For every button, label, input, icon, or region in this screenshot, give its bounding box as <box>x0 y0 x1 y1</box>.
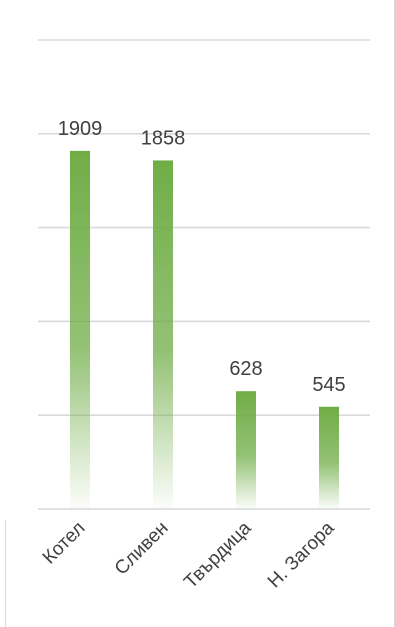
category-label: Н. Загора <box>264 517 339 592</box>
category-labels: Котел Сливен Твърдица Н. Загора <box>39 517 339 593</box>
bar <box>153 160 173 509</box>
bar <box>319 406 339 509</box>
data-label: 1909 <box>58 118 103 140</box>
category-label: Сливен <box>111 518 173 580</box>
data-label: 628 <box>229 358 262 380</box>
data-label: 1858 <box>141 127 186 149</box>
bar <box>236 391 256 509</box>
data-labels: 1909 1858 628 545 <box>58 118 346 396</box>
bars <box>70 150 339 510</box>
frame-left-edge <box>5 520 6 627</box>
data-label: 545 <box>312 374 345 396</box>
gridlines <box>38 39 370 510</box>
category-label: Котел <box>39 518 90 569</box>
bar <box>70 150 90 510</box>
category-label: Твърдица <box>180 517 256 593</box>
